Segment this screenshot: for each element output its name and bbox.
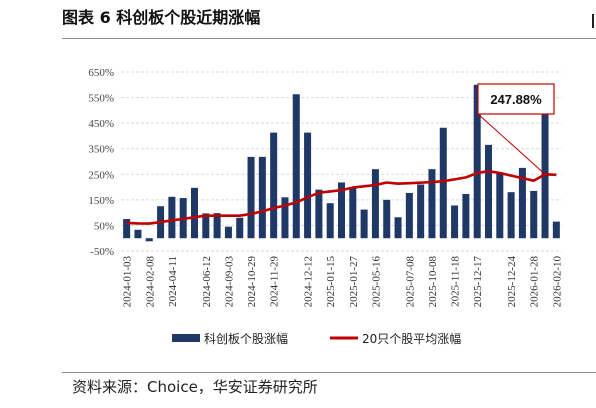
edge-mark [592, 14, 594, 28]
x-tick-label: 2024-01-03 [122, 256, 134, 308]
bar [394, 217, 402, 239]
x-tick-label: 2024-02-08 [144, 256, 156, 308]
value-callout: 247.88% [477, 83, 555, 175]
source-note: 资料来源：Choice，华安证券研究所 [72, 378, 318, 396]
bar [405, 192, 413, 239]
source-divider [62, 372, 596, 373]
bar [383, 199, 391, 239]
bar [123, 219, 131, 239]
bar [258, 156, 266, 239]
bar [417, 184, 425, 239]
legend: 科创板个股涨幅 20只个股平均涨幅 [172, 331, 461, 346]
bar [304, 132, 312, 239]
bar [349, 187, 357, 239]
bar [451, 205, 459, 239]
bar [326, 203, 334, 239]
bar [462, 193, 470, 239]
callout-leader-line [477, 113, 546, 175]
chart: 650% 550% 450% 350% 250% 150% 50% -50% 2024-01-… [88, 67, 564, 346]
x-tick-label: 2026-02-10 [551, 256, 563, 308]
bar [496, 172, 504, 239]
bar [552, 221, 560, 239]
legend-bar-swatch [172, 334, 200, 342]
bar [484, 144, 493, 239]
y-tick-label: 550% [88, 93, 114, 105]
x-tick-label: 2024-12-12 [303, 256, 315, 307]
callout-label: 247.88% [490, 92, 542, 107]
y-tick-label: 350% [88, 144, 114, 156]
bar [541, 84, 549, 239]
callout-box [477, 83, 555, 115]
y-tick-label: 450% [88, 118, 114, 130]
bar [213, 213, 221, 239]
legend-bar-label: 科创板个股涨幅 [204, 331, 288, 346]
bar [315, 189, 323, 239]
bar [168, 196, 176, 239]
title-divider [62, 38, 596, 39]
bar [281, 197, 289, 239]
bar [507, 192, 515, 239]
x-axis-ticks: 2024-01-03 2024-02-08 2024-04-11 2024-06-12… [122, 256, 564, 308]
bar [247, 156, 255, 239]
x-tick-label: 2024-04-11 [167, 256, 179, 307]
bar [439, 127, 447, 239]
legend-line-label: 20只个股平均涨幅 [362, 331, 461, 346]
bar [270, 132, 278, 239]
y-tick-label: 150% [88, 195, 114, 207]
x-tick-label: 2025-10-08 [427, 256, 439, 308]
y-tick-label: 650% [88, 67, 114, 79]
x-tick-label: 2024-06-12 [201, 256, 213, 307]
bar [530, 190, 538, 239]
bar [236, 217, 244, 239]
average-line-series [126, 169, 557, 225]
bars-series [123, 84, 560, 242]
average-line [126, 169, 557, 225]
bar [473, 84, 481, 239]
y-tick-label: 250% [88, 169, 114, 181]
y-tick-label: -50% [90, 246, 114, 258]
y-tick-label: 50% [94, 220, 114, 232]
bar [360, 209, 368, 239]
bar [518, 167, 526, 239]
x-tick-label: 2024-10-29 [246, 256, 258, 308]
x-tick-label: 2024-11-29 [269, 256, 281, 307]
x-tick-label: 2026-01-28 [529, 256, 541, 308]
bar [371, 169, 379, 239]
x-tick-label: 2025-01-15 [325, 256, 337, 308]
bar [202, 213, 210, 239]
x-tick-label: 2025-01-27 [348, 256, 360, 308]
chart-title: 图表 6 科创板个股近期涨幅 [62, 8, 261, 27]
bar [190, 187, 199, 239]
x-tick-label: 2025-07-08 [404, 256, 416, 308]
bar [292, 94, 300, 239]
x-tick-label: 2025-12-17 [472, 256, 484, 308]
bar [428, 169, 436, 239]
y-axis-ticks: 650% 550% 450% 350% 250% 150% 50% -50% [88, 67, 114, 258]
x-tick-label: 2025-05-16 [370, 256, 382, 308]
x-tick-label: 2024-09-03 [223, 256, 235, 308]
bar [337, 182, 346, 239]
bar [224, 226, 232, 239]
x-tick-label: 2025-11-18 [450, 256, 462, 307]
bar [134, 229, 142, 239]
bar [145, 238, 153, 242]
x-tick-label: 2025-12-24 [506, 256, 518, 308]
